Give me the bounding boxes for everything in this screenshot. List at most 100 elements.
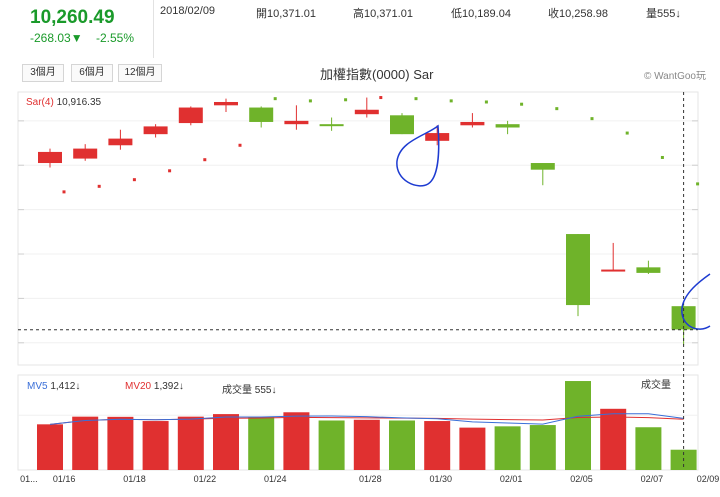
volume-bar (353, 419, 380, 470)
volume-legend-value: 555↓ (254, 385, 277, 396)
sar-dot (379, 96, 383, 100)
watermark: © WantGoo玩 (643, 71, 706, 82)
sar-dot (590, 117, 594, 121)
candle-body (390, 115, 414, 135)
sar-dot (484, 100, 488, 104)
candle-body (601, 269, 626, 272)
candle-body (319, 124, 344, 127)
volume-bar (389, 420, 415, 470)
chart-toolbar: 3個月 6個月 12個月 加權指數(0000) Sar © WantGoo玩 (0, 58, 720, 88)
range-12m-button[interactable]: 12個月 (118, 64, 162, 82)
candle-body (108, 138, 133, 146)
sar-dot (520, 102, 524, 106)
candlestick-chart[interactable] (0, 88, 720, 497)
price-change-pct: -2.55% (96, 31, 135, 45)
sar-dot (238, 143, 242, 147)
last-price: 10,260.49 (30, 7, 115, 28)
sar-dot (660, 155, 664, 159)
x-tick-label: 02/07 (640, 474, 664, 484)
mv5-legend: MV5 1,412↓ (27, 381, 80, 392)
high-label: 高 (353, 8, 364, 20)
volume-bar (635, 427, 662, 470)
volume-bar (213, 414, 239, 470)
sar-dot (97, 184, 101, 188)
candle-body (425, 133, 450, 141)
close-label: 收 (548, 8, 559, 20)
volume-legend-name: 成交量 (222, 385, 252, 396)
candle-body (354, 109, 379, 115)
sar-dot (132, 178, 136, 182)
mv20-legend-value: 1,392↓ (153, 381, 184, 392)
mv20-legend: MV20 1,392↓ (125, 381, 184, 392)
sar-dot (308, 99, 312, 103)
sar-legend-value: 10,916.35 (56, 97, 102, 108)
candle-body (143, 126, 168, 135)
x-tick-label: 01... (20, 474, 38, 484)
sar-dot (62, 190, 66, 194)
volume-axis-label: 成交量 (641, 380, 671, 391)
open-stat: 開10,371.01 (256, 5, 316, 21)
mv5-line (49, 413, 684, 425)
sar-dot (625, 131, 629, 135)
price-panel-frame (17, 91, 699, 366)
volume-bar (248, 416, 275, 470)
volume-bar (600, 408, 627, 470)
volume-legend: 成交量 555↓ (222, 381, 276, 396)
volume-bar (283, 412, 310, 470)
x-tick-label: 01/18 (123, 474, 146, 484)
volume-bar (37, 424, 63, 470)
candle-body (73, 148, 98, 159)
x-tick-label: 01/16 (52, 474, 76, 484)
range-3m-button[interactable]: 3個月 (22, 64, 64, 82)
sar-dot (344, 98, 348, 102)
candle-body (460, 121, 485, 126)
x-tick-label: 02/01 (499, 474, 523, 484)
high-value: 10,371.01 (364, 8, 413, 20)
candle-body (249, 107, 274, 122)
annotation-circle (681, 273, 711, 330)
volume-bar (142, 421, 169, 470)
low-value: 10,189.04 (462, 8, 511, 20)
volume-bar (494, 426, 521, 470)
sar-dot (273, 97, 277, 101)
volume-bar (318, 420, 345, 470)
volume-bar (529, 425, 556, 470)
candle-body (284, 120, 309, 125)
x-tick-label: 01/22 (193, 474, 217, 484)
open-value: 10,371.01 (267, 8, 316, 20)
annotation-circle (396, 124, 440, 187)
candle-body (214, 101, 238, 106)
candle-body (566, 234, 590, 306)
mv5-legend-value: 1,412↓ (50, 381, 81, 392)
candle-body (495, 124, 520, 128)
header-divider (153, 0, 154, 58)
open-label: 開 (256, 8, 267, 20)
volume-stat: 量555↓ (646, 5, 681, 21)
volume-label: 量 (646, 8, 657, 20)
price-change: -268.03▼ (30, 31, 83, 45)
candle-body (636, 267, 661, 273)
quote-date: 2018/02/09 (160, 5, 216, 17)
sar-dot (168, 169, 172, 173)
sar-dot (203, 158, 207, 162)
volume-bar (565, 381, 591, 470)
mv5-legend-name: MV5 (27, 381, 48, 392)
low-label: 低 (451, 8, 462, 20)
x-tick-label: 02/05 (570, 474, 593, 484)
x-tick-label: 01/28 (359, 474, 382, 484)
high-stat: 高10,371.01 (353, 5, 413, 21)
sar-dot (414, 97, 418, 101)
sar-legend-name: Sar(4) (26, 97, 54, 108)
sar-legend: Sar(4) 10,916.35 (26, 97, 101, 108)
candle-body (178, 107, 203, 124)
volume-bar (177, 416, 204, 470)
sar-dot (555, 107, 559, 111)
close-value: 10,258.98 (559, 8, 608, 20)
low-stat: 低10,189.04 (451, 5, 511, 21)
sar-dot (696, 182, 700, 186)
volume-value: 555↓ (657, 8, 681, 20)
range-6m-button[interactable]: 6個月 (71, 64, 113, 82)
candle-body (530, 163, 555, 170)
mv20-legend-name: MV20 (125, 381, 152, 392)
chart-title: 加權指數(0000) Sar (320, 67, 434, 82)
